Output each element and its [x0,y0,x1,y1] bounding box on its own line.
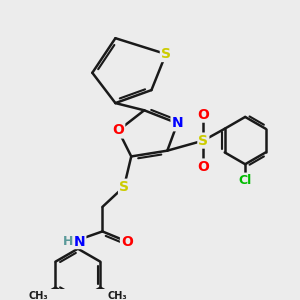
Text: S: S [119,180,129,194]
Text: H: H [63,235,74,248]
Text: S: S [161,47,171,61]
Text: N: N [172,116,183,130]
Text: O: O [197,160,209,173]
Text: CH₃: CH₃ [28,291,48,300]
Text: O: O [112,124,124,137]
Text: Cl: Cl [238,174,252,187]
Text: CH₃: CH₃ [108,291,127,300]
Text: O: O [197,108,209,122]
Text: S: S [198,134,208,148]
Text: O: O [121,235,133,248]
Text: N: N [74,235,86,248]
